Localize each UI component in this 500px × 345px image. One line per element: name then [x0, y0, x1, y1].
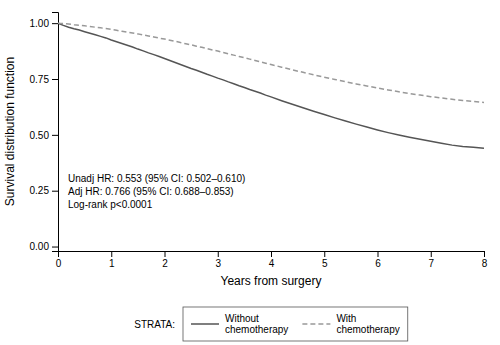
legend-title: STRATA: — [134, 319, 175, 330]
x-tick-label: 8 — [482, 258, 488, 269]
y-tick-mark — [52, 79, 58, 80]
x-tick-label: 5 — [322, 258, 328, 269]
plot: 0 1 2 3 4 5 6 7 8 0.00 0.25 0.50 0.75 1.00 Years from … — [3, 13, 488, 289]
x-tick-label: 2 — [162, 258, 168, 269]
x-tick-mark — [431, 251, 432, 257]
y-tick-label: 1.00 — [30, 18, 50, 29]
annotation-line: Log-rank p<0.0001 — [68, 199, 153, 210]
x-tick: 1 — [109, 251, 115, 269]
y-tick: 0.75 — [30, 74, 58, 85]
x-axis-line — [59, 252, 485, 258]
series-line — [58, 23, 484, 148]
chart: 0 1 2 3 4 5 6 7 8 0.00 0.25 0.50 0.75 1.00 Years from … — [0, 0, 500, 345]
x-tick-mark — [111, 251, 112, 257]
y-tick-label: 0.50 — [30, 130, 50, 141]
legend: STRATA:WithoutchemotherapyWithchemothera… — [134, 307, 408, 341]
x-tick-mark — [484, 251, 485, 257]
legend-label: Withchemotherapy — [336, 313, 399, 335]
x-tick-label: 0 — [56, 258, 62, 269]
x-tick: 2 — [162, 251, 168, 269]
y-tick-label: 0.00 — [30, 241, 50, 252]
y-tick-label: 0.75 — [30, 74, 50, 85]
x-tick: 8 — [482, 251, 488, 269]
x-axis: 0 1 2 3 4 5 6 7 8 — [56, 251, 488, 269]
y-tick: 0.00 — [30, 241, 58, 252]
annotation: Unadj HR: 0.553 (95% CI: 0.502–0.610) Adj… — [68, 173, 245, 210]
legend-swatch — [302, 323, 330, 325]
x-tick: 6 — [375, 251, 381, 269]
legend-label-line: chemotherapy — [225, 324, 288, 335]
y-tick-mark — [52, 191, 58, 192]
x-tick: 0 — [56, 251, 62, 269]
y-tick-mark — [52, 23, 58, 24]
y-tick-mark — [52, 247, 58, 248]
y-axis-line — [52, 13, 59, 252]
x-tick-mark — [271, 251, 272, 257]
x-tick-label: 7 — [428, 258, 434, 269]
legend-box — [183, 307, 408, 341]
x-tick: 5 — [322, 251, 328, 269]
x-tick-label: 4 — [269, 258, 275, 269]
x-tick: 3 — [215, 251, 221, 269]
x-tick-label: 1 — [109, 258, 115, 269]
x-tick-label: 3 — [215, 258, 221, 269]
y-tick-label: 0.25 — [30, 185, 50, 196]
legend-label-line: Without — [225, 313, 259, 324]
y-tick: 0.25 — [30, 185, 58, 196]
legend-label-line: With — [336, 313, 356, 324]
x-tick-label: 6 — [375, 258, 381, 269]
x-tick: 4 — [269, 251, 275, 269]
y-tick-mark — [52, 135, 58, 136]
legend-label: Withoutchemotherapy — [225, 313, 288, 335]
y-axis: 0.00 0.25 0.50 0.75 1.00 — [30, 13, 59, 253]
series-line — [58, 23, 484, 102]
y-tick: 0.50 — [30, 130, 58, 141]
x-axis-title: Years from surgery — [221, 274, 322, 288]
lines — [58, 23, 484, 148]
x-tick-mark — [324, 251, 325, 257]
annotation-line: Adj HR: 0.766 (95% CI: 0.688–0.853) — [68, 186, 234, 197]
legend-swatch — [191, 323, 219, 325]
x-tick: 7 — [428, 251, 434, 269]
y-axis-title: Survival distribution function — [3, 57, 17, 206]
annotation-line: Unadj HR: 0.553 (95% CI: 0.502–0.610) — [68, 173, 245, 184]
x-tick-mark — [218, 251, 219, 257]
x-tick-mark — [378, 251, 379, 257]
x-tick-mark — [165, 251, 166, 257]
y-tick: 1.00 — [30, 18, 58, 29]
legend-label-line: chemotherapy — [336, 324, 399, 335]
